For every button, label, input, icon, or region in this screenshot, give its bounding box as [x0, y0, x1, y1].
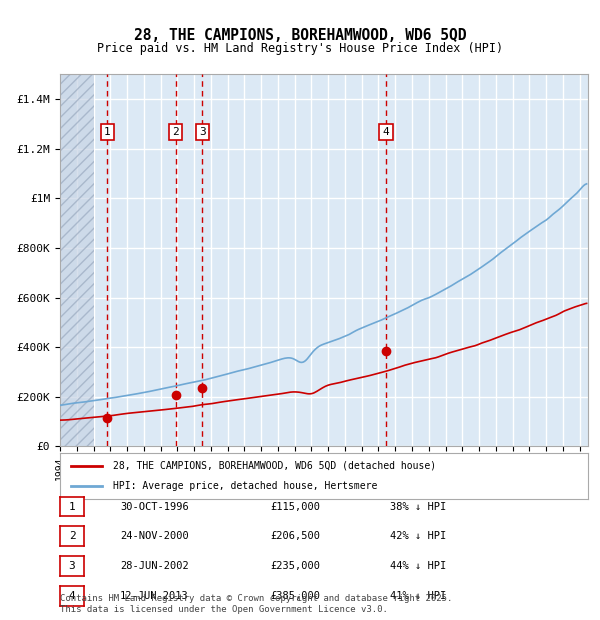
Text: 2: 2	[68, 531, 76, 541]
Text: Price paid vs. HM Land Registry's House Price Index (HPI): Price paid vs. HM Land Registry's House …	[97, 42, 503, 55]
Text: 3: 3	[199, 127, 206, 137]
Text: 44% ↓ HPI: 44% ↓ HPI	[390, 561, 446, 571]
Text: £206,500: £206,500	[270, 531, 320, 541]
Text: 2: 2	[172, 127, 179, 137]
Text: 28, THE CAMPIONS, BOREHAMWOOD, WD6 5QD: 28, THE CAMPIONS, BOREHAMWOOD, WD6 5QD	[134, 28, 466, 43]
Text: 28, THE CAMPIONS, BOREHAMWOOD, WD6 5QD (detached house): 28, THE CAMPIONS, BOREHAMWOOD, WD6 5QD (…	[113, 461, 436, 471]
Text: £385,000: £385,000	[270, 591, 320, 601]
Text: Contains HM Land Registry data © Crown copyright and database right 2025.
This d: Contains HM Land Registry data © Crown c…	[60, 595, 452, 614]
Text: 28-JUN-2002: 28-JUN-2002	[120, 561, 189, 571]
Text: 1: 1	[104, 127, 111, 137]
Text: 42% ↓ HPI: 42% ↓ HPI	[390, 531, 446, 541]
Text: 4: 4	[383, 127, 389, 137]
Text: 3: 3	[68, 561, 76, 571]
Text: 41% ↓ HPI: 41% ↓ HPI	[390, 591, 446, 601]
Text: £235,000: £235,000	[270, 561, 320, 571]
Text: £115,000: £115,000	[270, 502, 320, 512]
Bar	[60, 74, 94, 446]
Text: 12-JUN-2013: 12-JUN-2013	[120, 591, 189, 601]
Text: 4: 4	[68, 591, 76, 601]
Text: 30-OCT-1996: 30-OCT-1996	[120, 502, 189, 512]
Text: 24-NOV-2000: 24-NOV-2000	[120, 531, 189, 541]
Text: 38% ↓ HPI: 38% ↓ HPI	[390, 502, 446, 512]
Text: HPI: Average price, detached house, Hertsmere: HPI: Average price, detached house, Hert…	[113, 481, 377, 491]
Text: 1: 1	[68, 502, 76, 512]
